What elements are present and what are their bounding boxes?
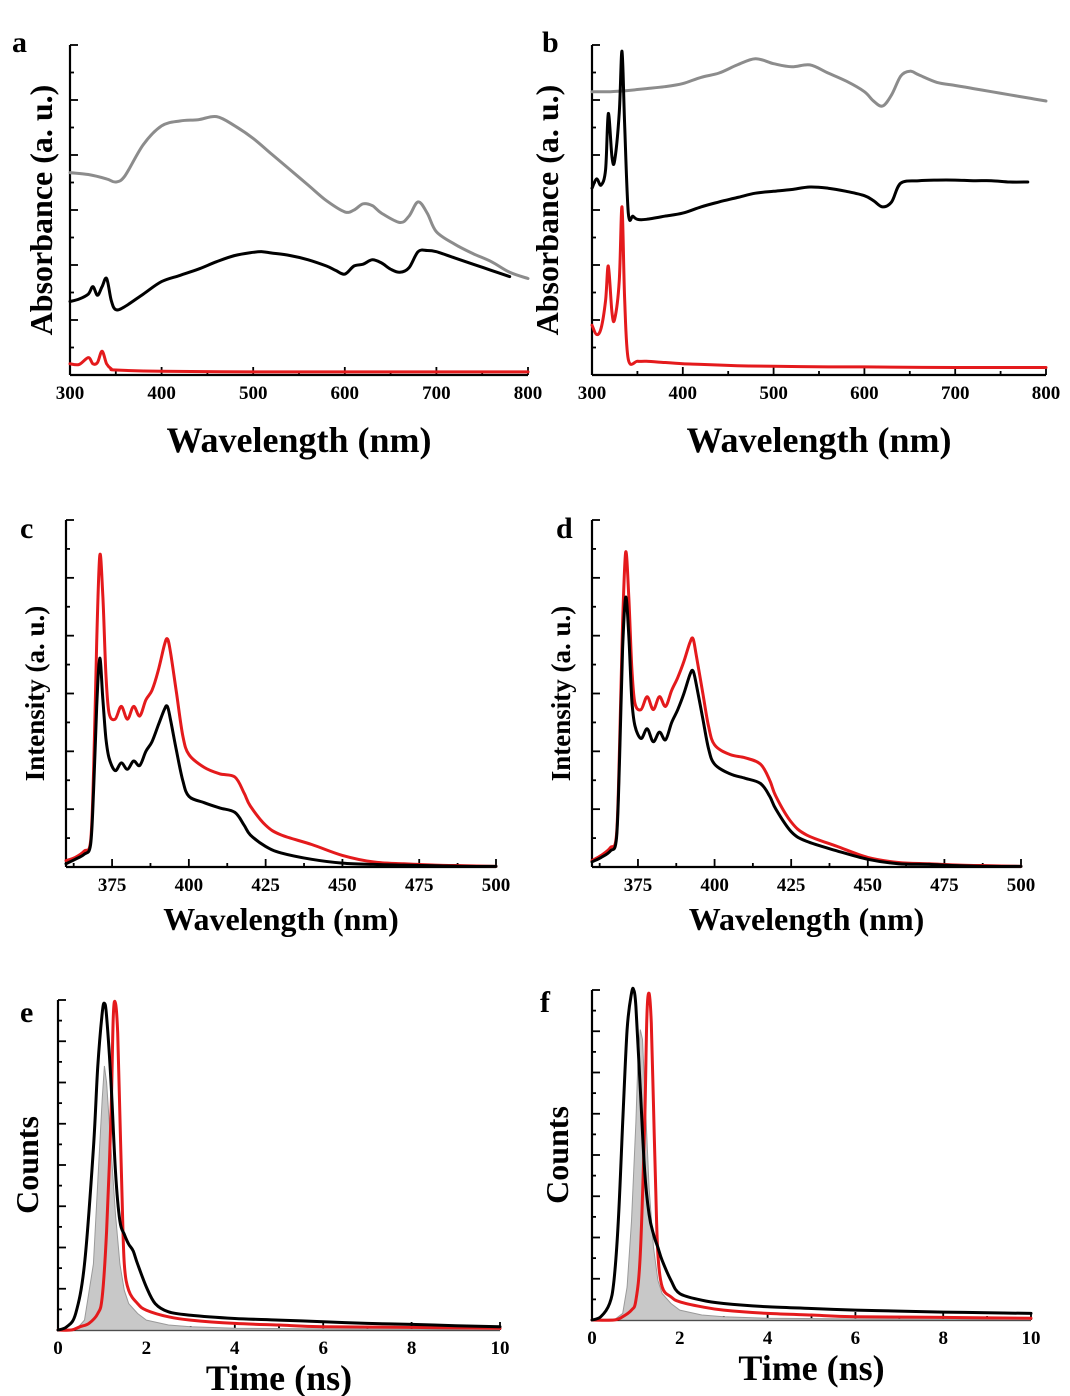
x-tick-label: 600 — [850, 383, 879, 404]
chart-panel-e: e 0 2 4 6 8 10 Time (ns) Counts — [9, 996, 510, 1396]
series-line-1 — [56, 999, 502, 1332]
x-tick-label: 600 — [331, 383, 360, 404]
y-axis-label: Intensity (a. u.) — [546, 606, 576, 782]
series-line-0 — [590, 550, 1023, 868]
series-line-1 — [590, 595, 1023, 868]
series-line-2 — [590, 986, 1033, 1322]
x-tick-label: 425 — [777, 875, 806, 896]
chart-panel-a: a 300 400 500 600 700 800 Wavelength (nm) Absorb… — [12, 26, 542, 460]
series-line-2 — [590, 205, 1048, 370]
series-line-1 — [590, 991, 1033, 1322]
x-tick-label: 400 — [669, 383, 698, 404]
series-fill-0 — [592, 1029, 1032, 1321]
x-axis-label: Wavelength (nm) — [687, 420, 952, 460]
series-line-1 — [68, 248, 512, 312]
y-axis-label: Counts — [9, 1116, 45, 1214]
x-tick-label: 4 — [230, 1338, 240, 1359]
x-tick-label: 475 — [930, 875, 959, 896]
x-tick-label: 500 — [239, 383, 268, 404]
y-axis-label: Intensity (a. u.) — [20, 606, 50, 782]
series-line-2 — [68, 349, 530, 374]
x-tick-label: 375 — [98, 875, 127, 896]
y-axis-label: Counts — [539, 1106, 575, 1204]
x-tick-label: 475 — [405, 875, 434, 896]
x-tick-label: 0 — [53, 1338, 63, 1359]
panel-letter: f — [540, 986, 551, 1019]
x-axis-label: Time (ns) — [206, 1358, 352, 1396]
chart-panel-f: f 0 2 4 6 8 10 Time (ns) Counts — [539, 986, 1041, 1388]
series-fill-0 — [58, 1065, 501, 1331]
panel-letter: a — [12, 26, 27, 59]
x-tick-label: 300 — [578, 383, 607, 404]
x-tick-label: 400 — [175, 875, 204, 896]
x-tick-label: 300 — [56, 383, 85, 404]
x-tick-label: 800 — [1032, 383, 1061, 404]
panel-letter: e — [20, 996, 33, 1029]
x-tick-label: 500 — [482, 875, 511, 896]
chart-panel-b: b 300 400 500 600 700 800 Wavelength (nm) Absorb… — [529, 26, 1060, 460]
x-tick-label: 500 — [1007, 875, 1036, 896]
y-axis-label: Absorbance (a. u.) — [23, 85, 59, 336]
x-axis-label: Wavelength (nm) — [167, 420, 432, 460]
series-line-2 — [56, 1001, 502, 1332]
chart-panel-c: c 375 400 425 450 475 500 Wavelength (nm) Intens… — [20, 512, 510, 937]
x-tick-label: 10 — [1022, 1328, 1041, 1349]
x-tick-label: 6 — [318, 1338, 328, 1359]
x-tick-label: 8 — [407, 1338, 417, 1359]
series-line-0 — [68, 114, 530, 280]
x-tick-label: 8 — [938, 1328, 948, 1349]
x-tick-label: 450 — [854, 875, 883, 896]
panel-letter: c — [20, 512, 33, 545]
x-tick-label: 375 — [624, 875, 653, 896]
x-tick-label: 6 — [851, 1328, 861, 1349]
series-line-1 — [590, 49, 1030, 222]
x-tick-label: 450 — [328, 875, 357, 896]
x-tick-label: 700 — [941, 383, 970, 404]
series-line-0 — [64, 552, 498, 868]
x-tick-label: 0 — [587, 1328, 597, 1349]
x-axis-label: Wavelength (nm) — [689, 901, 925, 937]
x-tick-label: 10 — [491, 1338, 510, 1359]
y-axis-label: Absorbance (a. u.) — [529, 85, 565, 336]
x-tick-label: 400 — [147, 383, 176, 404]
x-tick-label: 800 — [514, 383, 543, 404]
series-line-1 — [64, 656, 498, 868]
x-axis-label: Wavelength (nm) — [163, 901, 399, 937]
chart-panel-d: d 375 400 425 450 475 500 Wavelength (nm) Intens… — [546, 512, 1035, 937]
x-tick-label: 425 — [251, 875, 280, 896]
x-tick-label: 500 — [759, 383, 788, 404]
panel-letter: b — [542, 26, 559, 59]
x-tick-label: 2 — [142, 1338, 152, 1359]
x-tick-label: 400 — [700, 875, 729, 896]
x-tick-label: 2 — [675, 1328, 685, 1349]
series-line-0 — [590, 57, 1048, 108]
x-axis-label: Time (ns) — [738, 1348, 884, 1388]
x-tick-label: 700 — [422, 383, 451, 404]
panel-letter: d — [556, 512, 573, 545]
x-tick-label: 4 — [763, 1328, 773, 1349]
